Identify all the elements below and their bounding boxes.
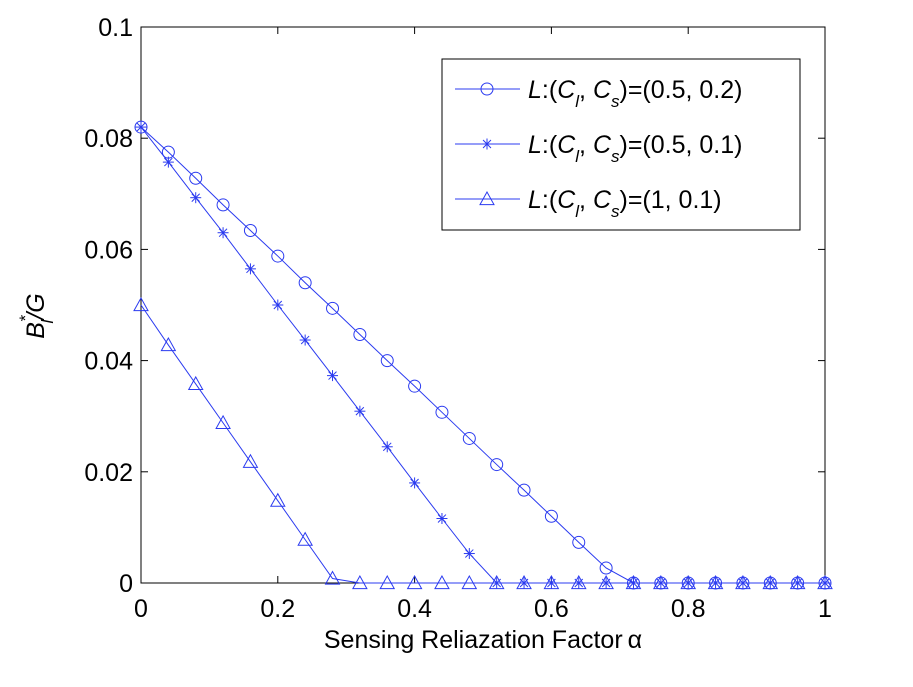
series-layer [133, 120, 833, 590]
legend-marker [479, 190, 495, 206]
legend-label: L:(Cl, Cs)=(0.5, 0.2) [528, 76, 742, 111]
axis-ticks: 0 0.2 0.4 0.6 0.8 1 0 0.02 0.04 0.06 0.08 0.1 [84, 14, 832, 623]
data-point [243, 223, 257, 237]
y-axis-title-sup: * [16, 314, 35, 322]
data-point [217, 227, 229, 239]
data-point [817, 574, 833, 590]
data-point [599, 561, 613, 575]
legend: L:(Cl, Cs)=(0.5, 0.2) L:(Cl, Cs)=(0.5, 0.… [441, 58, 801, 231]
data-point [133, 296, 149, 312]
data-point [353, 327, 367, 341]
data-point [269, 492, 286, 507]
x-tick-label: 0.6 [534, 595, 569, 623]
x-tick-label: 0 [134, 595, 148, 623]
y-tick-label: 0 [119, 570, 133, 598]
data-point [381, 441, 393, 453]
data-point [570, 574, 587, 590]
data-point [160, 337, 177, 352]
data-point [735, 574, 751, 590]
data-point [297, 531, 314, 546]
y-tick-label: 0.1 [98, 14, 133, 42]
data-point [517, 483, 531, 497]
data-point [380, 354, 394, 368]
data-point [242, 453, 259, 468]
data-point [135, 121, 147, 133]
legend-marker [480, 82, 494, 96]
data-point [134, 120, 148, 134]
x-tick-label: 0.4 [397, 595, 432, 623]
data-point [187, 375, 204, 391]
data-point [625, 574, 642, 590]
data-point [299, 334, 311, 346]
legend-item: L:(Cl, Cs)=(0.5, 0.2) [455, 76, 742, 111]
data-point [598, 574, 614, 590]
x-axis-title: Sensing Reliazation Factor α [324, 626, 642, 654]
data-point [326, 301, 340, 315]
data-point [298, 276, 312, 290]
x-tick-label: 0.2 [260, 595, 295, 623]
x-axis-symbol: α [628, 626, 642, 654]
data-point [463, 548, 475, 560]
series-triangle [133, 296, 833, 590]
data-point [272, 299, 284, 311]
data-point [271, 249, 285, 263]
data-point [215, 414, 231, 429]
data-point [216, 198, 230, 212]
y-axis-title-sub: l [38, 318, 57, 323]
legend-item: L:(Cl, Cs)=(1, 0.1) [455, 186, 722, 221]
data-point [789, 574, 806, 590]
y-tick-label: 0.06 [84, 236, 133, 264]
data-point [435, 405, 449, 419]
data-point [324, 570, 341, 585]
data-point [162, 156, 174, 168]
legend-label: L:(Cl, Cs)=(0.5, 0.1) [528, 131, 742, 166]
data-point [516, 574, 532, 590]
data-point [707, 574, 724, 590]
data-point [434, 574, 450, 590]
data-point [544, 509, 558, 523]
y-tick-label: 0.02 [84, 459, 133, 487]
data-point [462, 431, 476, 445]
data-point [436, 513, 448, 525]
legend-items: L:(Cl, Cs)=(0.5, 0.2) L:(Cl, Cs)=(0.5, 0.… [455, 76, 742, 221]
x-tick-label: 0.8 [671, 595, 706, 623]
y-tick-label: 0.04 [84, 348, 133, 376]
data-point [352, 574, 368, 590]
data-point [461, 574, 478, 590]
x-tick-label: 1 [818, 595, 832, 623]
data-point [190, 192, 202, 204]
data-point [379, 574, 396, 590]
data-point [572, 535, 586, 549]
data-point [354, 405, 366, 417]
data-point [762, 574, 779, 590]
series-line [140, 304, 825, 584]
data-point [189, 171, 203, 185]
legend-marker [481, 138, 493, 150]
data-point [406, 574, 423, 590]
data-point [488, 574, 505, 590]
data-point [327, 370, 339, 382]
data-point [408, 379, 422, 393]
data-point [680, 574, 697, 590]
legend-label: L:(Cl, Cs)=(1, 0.1) [528, 186, 722, 221]
y-axis-title-rest: /G [22, 293, 50, 321]
data-point [652, 574, 669, 590]
data-point [543, 574, 560, 590]
data-point [490, 458, 504, 472]
x-axis-title-text: Sensing Reliazation Factor [324, 626, 623, 654]
y-axis-title: B* l/G [16, 293, 57, 339]
y-axis-title-base: B [22, 322, 50, 339]
data-point [409, 477, 421, 489]
legend-item: L:(Cl, Cs)=(0.5, 0.1) [455, 131, 742, 166]
data-point [244, 263, 256, 275]
y-tick-label: 0.08 [84, 125, 133, 153]
